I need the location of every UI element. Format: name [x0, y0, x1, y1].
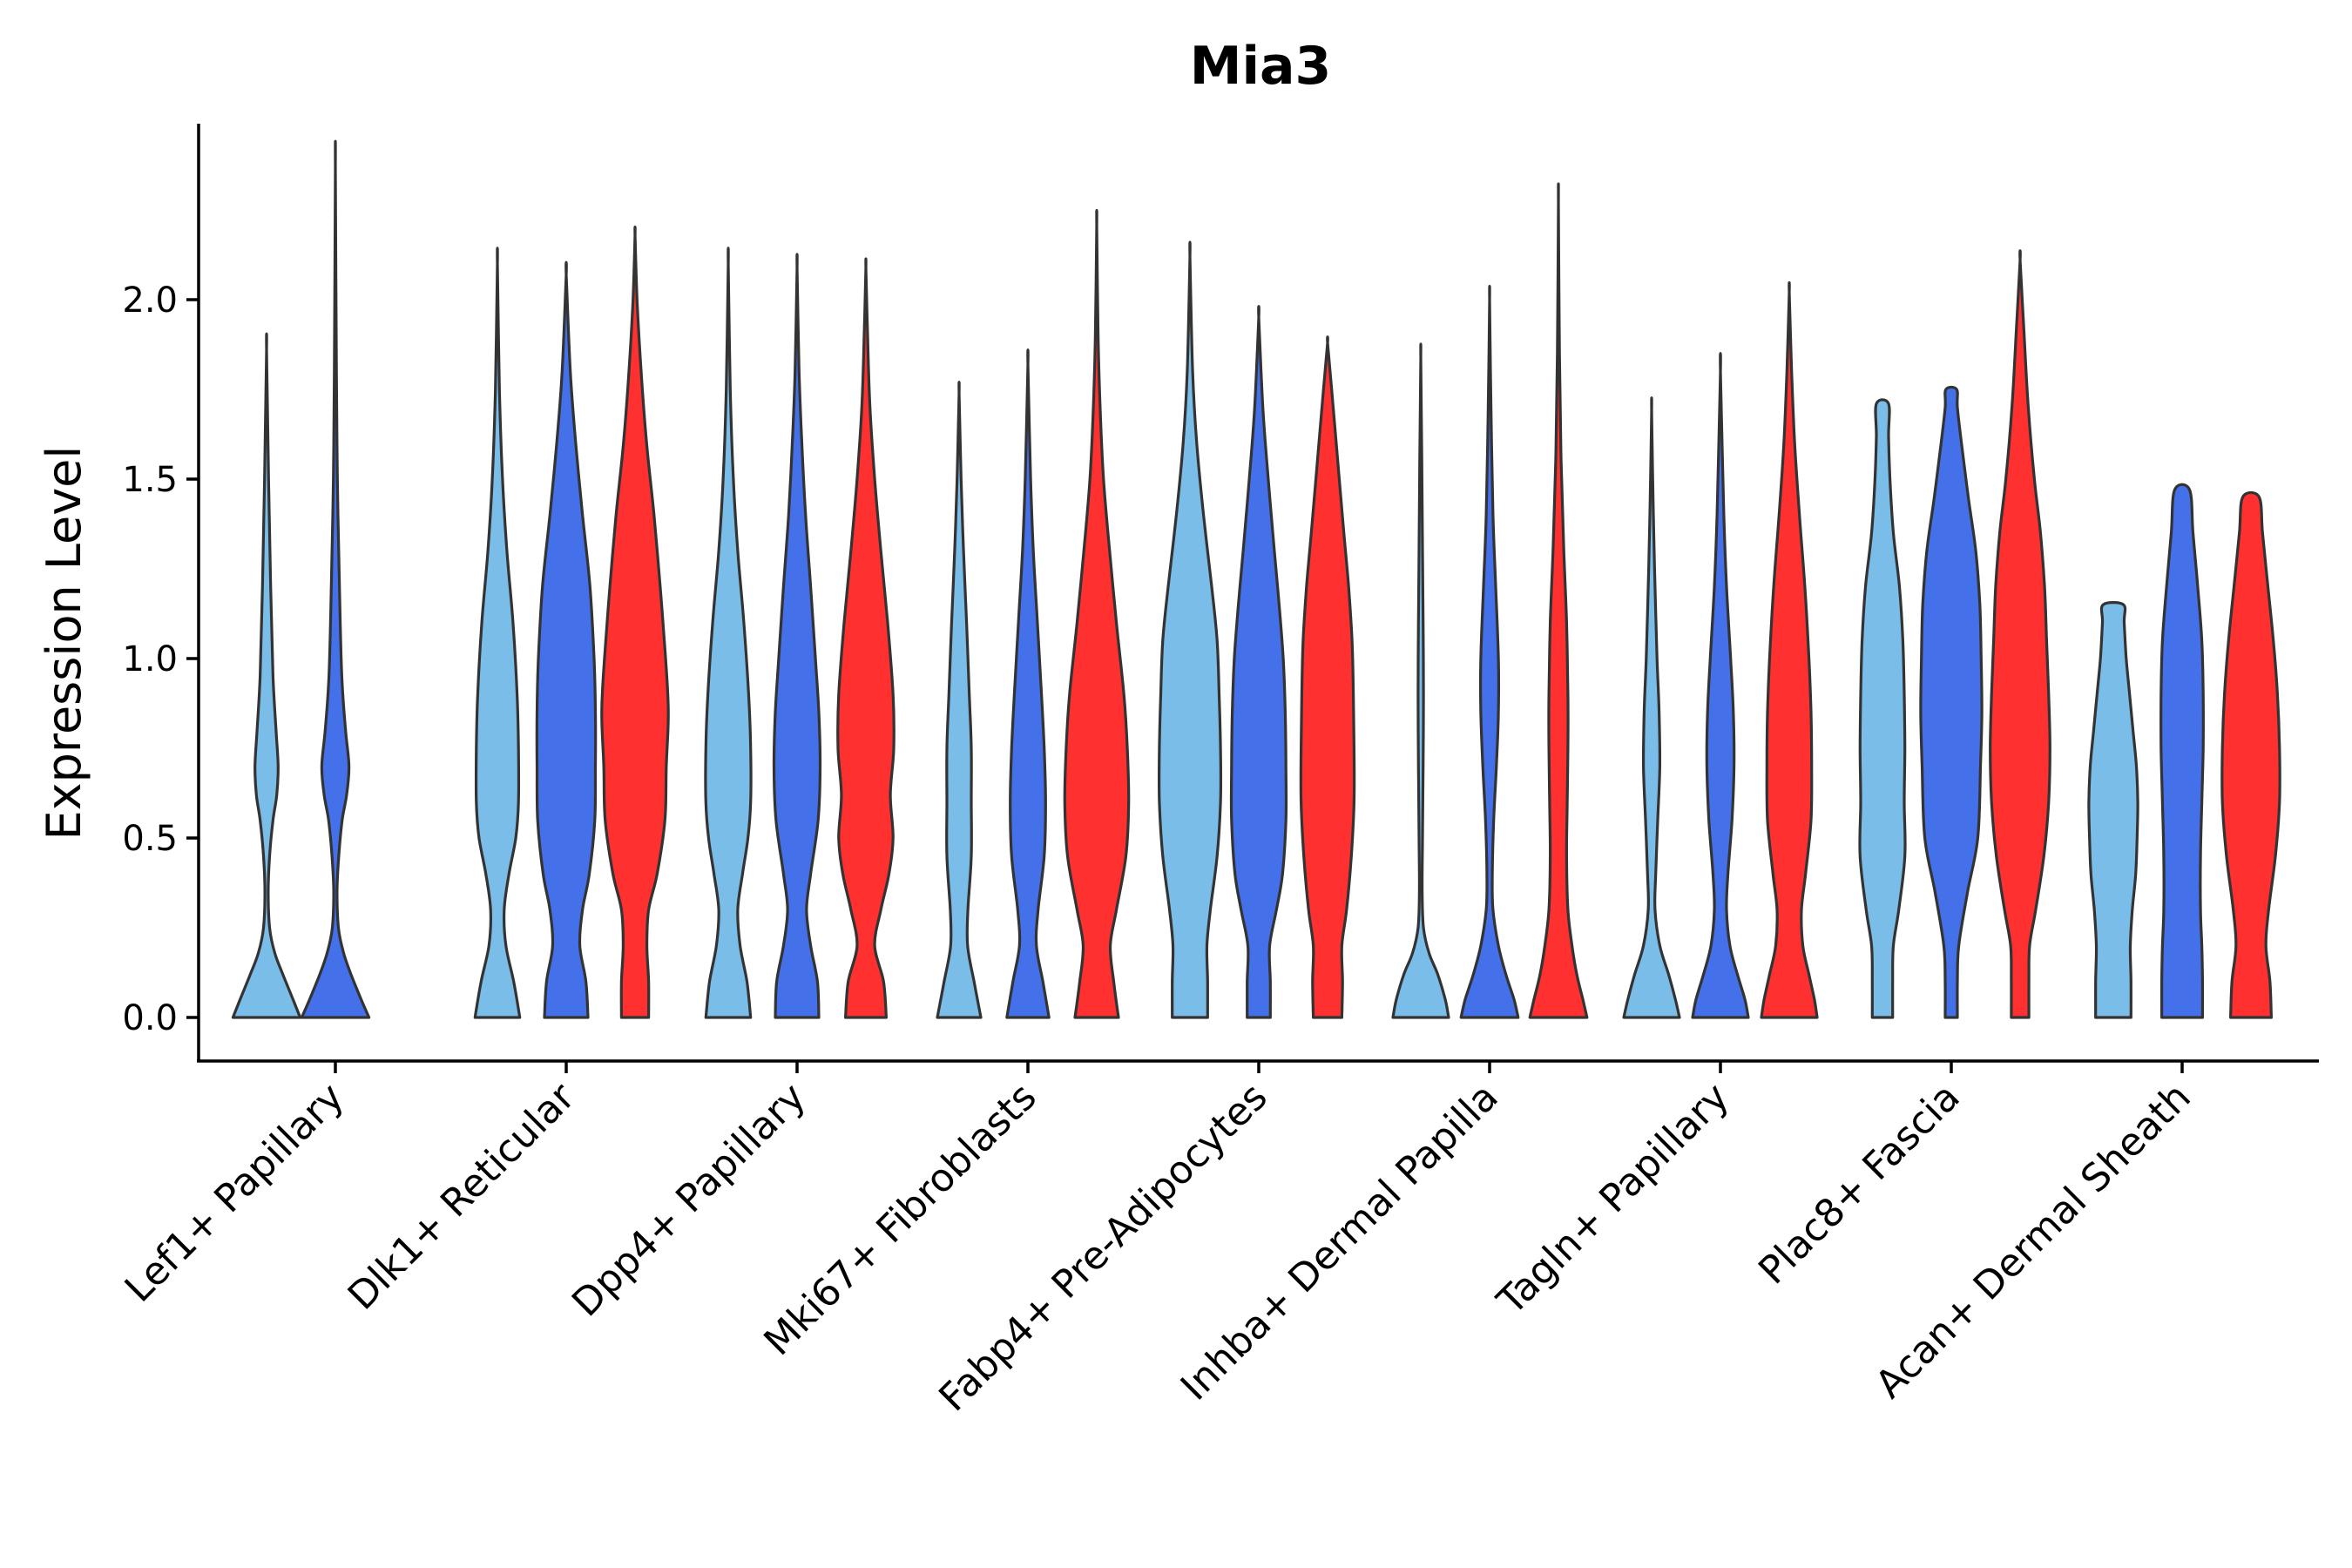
- y-axis-ticks: 0.0 0.5 1.0 1.5 2.0: [122, 280, 199, 1038]
- violin-mki67-fibroblasts-group2: [1005, 348, 1051, 1019]
- y-tick-label: 1.0: [122, 639, 178, 679]
- violin-plac8-fascia-group1: [1858, 398, 1907, 1019]
- violin-lef1-papillary-group2: [300, 139, 371, 1019]
- x-tick-label: Dlk1+ Reticular: [340, 1074, 585, 1319]
- violin-dlk1-reticular-group2: [535, 260, 598, 1019]
- y-axis-label: Expression Level: [37, 446, 91, 841]
- violin-dlk1-reticular-group3: [600, 225, 670, 1019]
- violin-acan-dermal-sheath-group2: [2159, 483, 2205, 1019]
- violin-mki67-fibroblasts-group3: [1063, 208, 1131, 1019]
- y-tick-label: 2.0: [122, 280, 178, 321]
- violin-acan-dermal-sheath-group3: [2220, 490, 2281, 1019]
- x-tick-label: Dpp4+ Papillary: [564, 1075, 814, 1326]
- violin-inhba-dermal-papilla-group1: [1391, 342, 1450, 1019]
- y-tick-label: 1.5: [122, 460, 178, 500]
- violin-fabp4-pre-adipocytes-group1: [1157, 240, 1223, 1019]
- violin-plac8-fascia-group3: [1989, 249, 2051, 1019]
- violin-mki67-fibroblasts-group1: [936, 381, 983, 1019]
- violin-inhba-dermal-papilla-group2: [1459, 284, 1520, 1019]
- violin-acan-dermal-sheath-group1: [2087, 601, 2139, 1019]
- violin-inhba-dermal-papilla-group3: [1528, 182, 1589, 1019]
- x-tick-label: Lef1+ Papillary: [117, 1075, 353, 1311]
- violin-plac8-fascia-group2: [1919, 385, 1984, 1019]
- violin-fabp4-pre-adipocytes-group3: [1299, 335, 1356, 1019]
- x-tick-label: Tagln+ Papillary: [1489, 1075, 1738, 1324]
- violins-layer: [231, 139, 2281, 1019]
- x-tick-label: Plac8+ Fascia: [1750, 1075, 1969, 1294]
- violin-dlk1-reticular-group1: [473, 247, 522, 1019]
- violin-tagln-papillary-group1: [1622, 396, 1681, 1019]
- violin-lef1-papillary-group1: [231, 332, 302, 1019]
- y-tick-label: 0.5: [122, 819, 178, 859]
- violin-fabp4-pre-adipocytes-group2: [1229, 305, 1288, 1019]
- violin-tagln-papillary-group2: [1691, 352, 1750, 1019]
- violin-dpp4-papillary-group1: [704, 247, 753, 1019]
- y-tick-label: 0.0: [122, 998, 178, 1038]
- chart-title: Mia3: [1190, 36, 1332, 97]
- violin-dpp4-papillary-group2: [772, 253, 822, 1019]
- violin-dpp4-papillary-group3: [836, 257, 896, 1019]
- violin-tagln-papillary-group3: [1760, 280, 1819, 1019]
